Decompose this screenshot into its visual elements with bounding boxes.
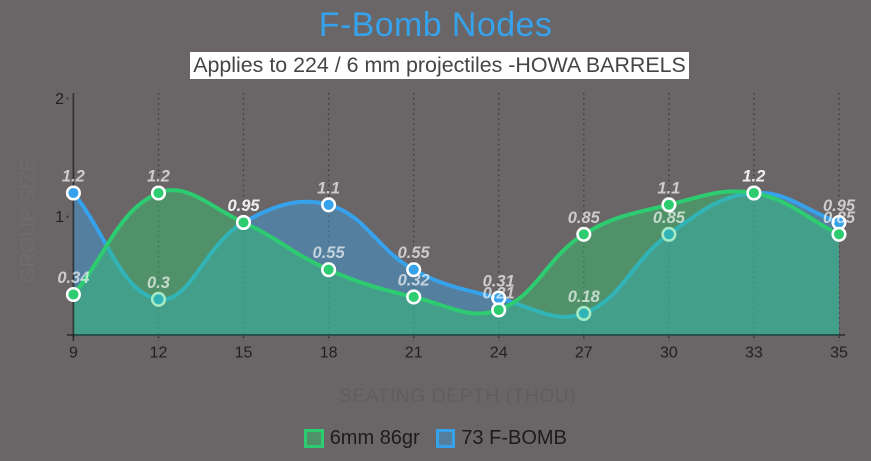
svg-text:18: 18 bbox=[320, 345, 338, 362]
svg-text:1.2: 1.2 bbox=[147, 168, 170, 186]
svg-text:33: 33 bbox=[745, 345, 763, 362]
svg-text:1.2: 1.2 bbox=[742, 168, 765, 186]
svg-text:0.95: 0.95 bbox=[227, 197, 260, 215]
svg-text:27: 27 bbox=[575, 345, 593, 362]
svg-text:0.85: 0.85 bbox=[823, 209, 856, 227]
svg-text:0.95: 0.95 bbox=[823, 197, 856, 215]
svg-text:1.2: 1.2 bbox=[742, 168, 765, 186]
svg-text:21: 21 bbox=[405, 345, 423, 362]
svg-text:0.18: 0.18 bbox=[568, 288, 601, 306]
svg-text:GROUP SIZE: GROUP SIZE bbox=[17, 157, 40, 283]
svg-text:SEATING DEPTH (THOU): SEATING DEPTH (THOU) bbox=[339, 385, 576, 407]
svg-text:0.32: 0.32 bbox=[398, 271, 430, 289]
svg-text:0.95: 0.95 bbox=[227, 197, 260, 215]
svg-text:0.34: 0.34 bbox=[57, 269, 89, 287]
svg-text:0.55: 0.55 bbox=[313, 244, 346, 262]
svg-text:0.55: 0.55 bbox=[398, 244, 431, 262]
svg-text:1.2: 1.2 bbox=[62, 168, 85, 186]
svg-text:35: 35 bbox=[830, 345, 848, 362]
svg-text:1: 1 bbox=[55, 209, 64, 226]
svg-text:0.21: 0.21 bbox=[483, 284, 515, 302]
svg-text:1.1: 1.1 bbox=[657, 179, 680, 197]
svg-text:24: 24 bbox=[490, 345, 508, 362]
svg-text:0.31: 0.31 bbox=[483, 273, 515, 291]
svg-text:9: 9 bbox=[69, 345, 78, 362]
svg-text:0.85: 0.85 bbox=[653, 209, 686, 227]
svg-text:0.85: 0.85 bbox=[568, 209, 601, 227]
svg-text:1.1: 1.1 bbox=[317, 179, 340, 197]
svg-text:12: 12 bbox=[150, 345, 168, 362]
svg-text:2: 2 bbox=[55, 91, 64, 108]
svg-text:15: 15 bbox=[235, 345, 253, 362]
svg-text:0.3: 0.3 bbox=[147, 274, 170, 292]
svg-text:30: 30 bbox=[660, 345, 678, 362]
